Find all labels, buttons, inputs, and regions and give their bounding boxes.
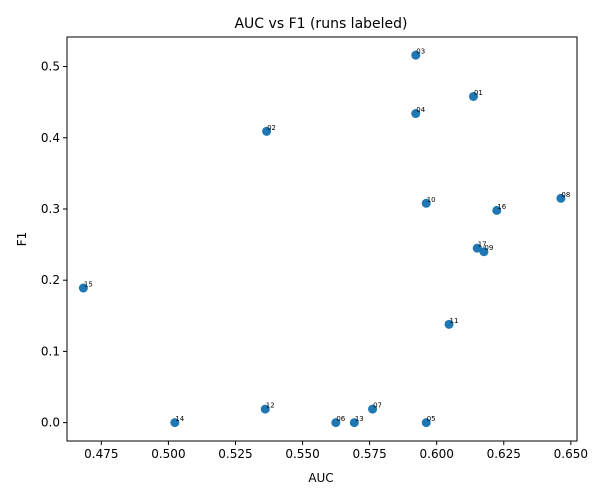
chart-title: AUC vs F1 (runs labeled) — [234, 16, 407, 32]
data-point-label: 01 — [474, 89, 483, 97]
data-point-label: 06 — [336, 415, 345, 423]
data-points: 01 02 03 04 05 06 07 08 09 10 11 12 13 14 15 16 17 — [78, 48, 570, 428]
data-point — [331, 418, 341, 428]
data-point-label: 04 — [416, 106, 425, 114]
y-tick-label: 0.0 — [41, 416, 60, 430]
data-point-label: 17 — [478, 241, 487, 249]
data-point-label: 02 — [267, 124, 276, 132]
x-axis-label: AUC — [308, 471, 333, 485]
data-point — [421, 418, 431, 428]
data-point — [78, 283, 88, 293]
data-point-label: 16 — [497, 203, 506, 211]
x-tick-label: 0.500 — [151, 447, 185, 461]
data-point — [368, 404, 378, 414]
x-tick-label: 0.475 — [84, 447, 118, 461]
x-tick-label: 0.525 — [218, 447, 252, 461]
data-point-label: 07 — [373, 402, 382, 410]
x-tick-label: 0.625 — [487, 447, 521, 461]
y-tick-label: 0.3 — [41, 202, 60, 216]
data-point — [170, 418, 180, 428]
data-point — [472, 243, 482, 253]
x-tick-label: 0.575 — [352, 447, 386, 461]
y-tick-label: 0.1 — [41, 344, 60, 358]
data-point — [556, 193, 566, 203]
data-point-label: 05 — [427, 415, 436, 423]
data-point — [411, 109, 421, 119]
y-tick-label: 0.5 — [41, 60, 60, 74]
data-point-label: 09 — [484, 244, 493, 252]
data-point — [479, 247, 489, 257]
data-point — [260, 404, 270, 414]
x-tick-label: 0.600 — [420, 447, 454, 461]
data-point-label: 13 — [355, 415, 364, 423]
data-point — [349, 418, 359, 428]
data-point-label: 10 — [427, 196, 436, 204]
data-point — [468, 91, 478, 101]
x-tick-label: 0.650 — [554, 447, 588, 461]
y-axis: 0.0 0.1 0.2 0.3 0.4 0.5 — [41, 60, 67, 430]
y-tick-label: 0.4 — [41, 131, 60, 145]
data-point-label: 11 — [450, 317, 459, 325]
data-point-label: 03 — [416, 48, 425, 56]
data-point — [421, 198, 431, 208]
data-point — [444, 319, 454, 329]
data-point — [492, 205, 502, 215]
x-axis: 0.475 0.500 0.525 0.550 0.575 0.600 0.625 0.650 — [84, 441, 588, 461]
y-tick-label: 0.2 — [41, 273, 60, 287]
data-point-label: 12 — [266, 402, 275, 410]
data-point-label: 08 — [561, 191, 570, 199]
y-axis-label: F1 — [15, 232, 29, 247]
data-point — [411, 50, 421, 60]
data-point-label: 14 — [175, 415, 184, 423]
data-point-label: 15 — [84, 281, 93, 289]
plot-frame — [66, 36, 578, 442]
data-point — [262, 126, 272, 136]
x-tick-label: 0.550 — [285, 447, 319, 461]
